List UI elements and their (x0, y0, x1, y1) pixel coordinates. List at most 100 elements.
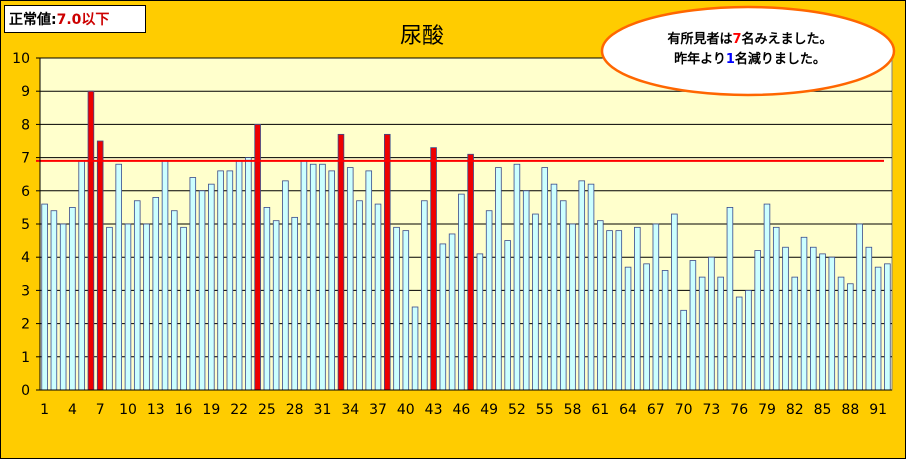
bar (152, 197, 160, 391)
y-tick-label: 2 (21, 317, 30, 333)
bar (698, 276, 706, 391)
bar (208, 183, 215, 391)
y-tick-label: 9 (21, 84, 30, 100)
bar-high (337, 133, 345, 391)
x-tick-label: 37 (369, 402, 387, 418)
bar (161, 160, 169, 391)
bar (282, 180, 289, 391)
bar (495, 167, 502, 391)
bar (300, 160, 308, 391)
bar (328, 170, 335, 391)
callout-line-1-suffix: 名みえました。 (741, 32, 833, 47)
x-tick-label: 58 (564, 402, 582, 418)
x-tick-label: 61 (591, 402, 609, 418)
callout-text: 有所見者は7名みえました。 昨年より1名減りました。 (620, 30, 880, 70)
bar (291, 216, 298, 391)
bar (541, 167, 548, 391)
bar (374, 203, 382, 391)
bar (439, 243, 447, 391)
x-tick-label: 22 (230, 402, 248, 418)
bar (41, 203, 48, 391)
bar (569, 223, 576, 391)
bar (735, 296, 743, 391)
bar (856, 223, 863, 391)
x-tick-label: 79 (758, 402, 776, 418)
x-tick-label: 40 (397, 402, 415, 418)
bar (393, 226, 400, 391)
bar (59, 223, 67, 391)
callout-line-2: 昨年より1名減りました。 (620, 50, 880, 70)
x-tick-label: 10 (119, 402, 137, 418)
x-tick-label: 34 (341, 402, 359, 418)
bar (171, 210, 178, 391)
bar (661, 270, 669, 391)
bar (578, 180, 586, 391)
bar (78, 160, 85, 391)
bar (263, 206, 271, 391)
callout-line-2-number: 1 (725, 52, 735, 67)
bar (680, 309, 687, 391)
bar (226, 170, 234, 391)
x-tick-label: 85 (814, 402, 832, 418)
bar (837, 276, 845, 391)
x-tick-label: 25 (258, 402, 276, 418)
bar (671, 213, 678, 391)
x-tick-label: 31 (314, 402, 332, 418)
x-tick-label: 82 (786, 402, 804, 418)
x-tick-label: 64 (619, 402, 637, 418)
bar (402, 230, 410, 391)
bar (865, 246, 873, 391)
bar (819, 253, 826, 391)
bar (245, 157, 252, 391)
bar (643, 263, 650, 391)
bar (763, 203, 771, 391)
bar (874, 266, 882, 391)
x-tick-label: 43 (425, 402, 443, 418)
x-tick-label: 52 (508, 402, 526, 418)
bar-high (87, 90, 95, 391)
bar (115, 163, 122, 391)
bar (69, 206, 76, 391)
chart-title: 尿酸 (400, 24, 445, 49)
normal-range-limit: 7.0以下 (56, 12, 110, 28)
bar (550, 183, 558, 391)
x-tick-label: 4 (68, 402, 77, 418)
bar (180, 226, 187, 391)
bars (41, 90, 891, 391)
bar (198, 190, 206, 391)
bar (726, 206, 734, 391)
bar (421, 200, 428, 391)
bar-high (467, 153, 474, 391)
bar (365, 170, 373, 391)
bar (559, 200, 567, 391)
normal-range-box: 正常値:7.0以下 (4, 5, 146, 33)
bar (504, 240, 511, 391)
bar (708, 256, 715, 391)
x-tick-label: 91 (869, 402, 887, 418)
callout-line-2-suffix: 名減りました。 (734, 52, 826, 67)
x-tick-label: 46 (452, 402, 470, 418)
normal-range-label: 正常値: (9, 12, 57, 28)
bar (615, 230, 623, 391)
x-tick-label: 73 (702, 402, 720, 418)
bar (346, 167, 354, 391)
bar-high (254, 124, 261, 391)
x-tick-label: 76 (730, 402, 748, 418)
bar (847, 283, 854, 391)
bar-high (384, 133, 391, 391)
bar (689, 260, 697, 391)
bar (717, 276, 724, 391)
bar (513, 163, 521, 391)
callout-line-2-prefix: 昨年より (674, 52, 726, 67)
bar (309, 163, 317, 391)
x-tick-label: 28 (286, 402, 304, 418)
bar (652, 223, 660, 391)
bar (356, 200, 363, 391)
x-tick-label: 19 (202, 402, 220, 418)
bar (828, 256, 836, 391)
y-tick-label: 0 (21, 383, 30, 399)
y-tick-label: 1 (21, 350, 30, 366)
callout-line-1-number: 7 (732, 32, 742, 47)
